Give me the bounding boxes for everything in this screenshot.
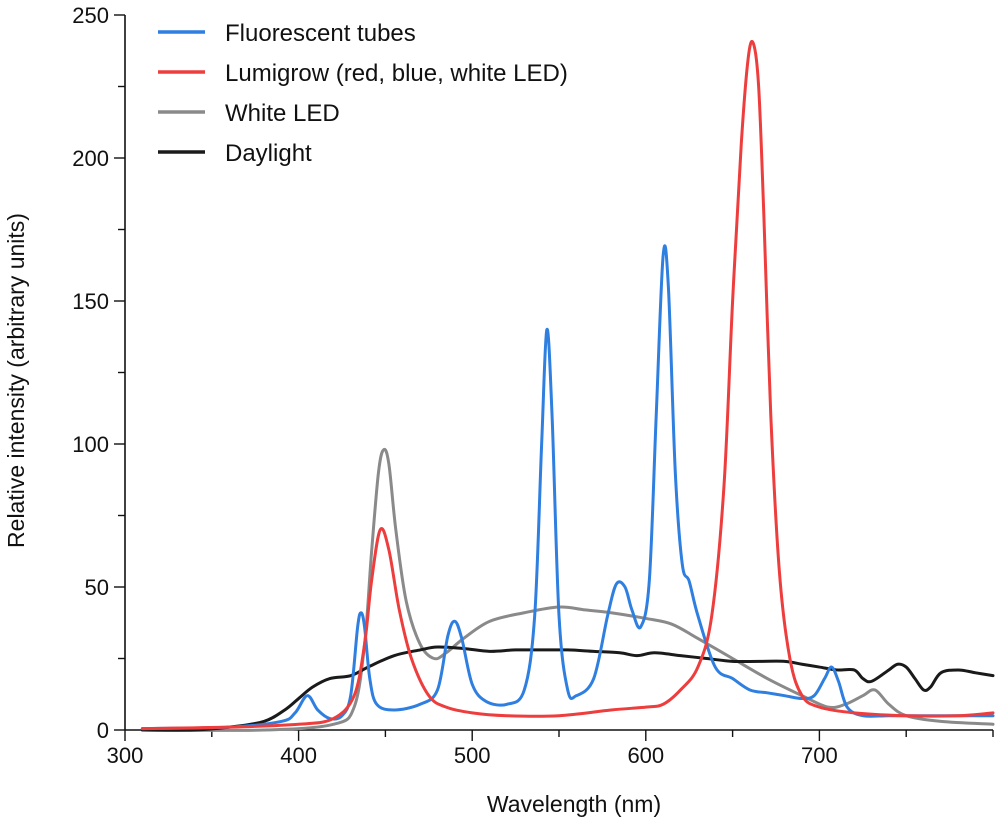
legend-label-daylight: Daylight <box>225 140 312 167</box>
x-ticks: 300 400 500 600 700 <box>107 730 994 768</box>
x-tick-label: 600 <box>627 743 664 768</box>
series-line-lumigrow-red-blue-white-led <box>140 39 995 731</box>
series-layer <box>140 39 995 732</box>
y-ticks: 0 50 100 150 200 250 <box>72 3 125 743</box>
series-line-white-led <box>140 447 995 732</box>
x-axis-label: Wavelength (nm) <box>487 791 661 817</box>
y-tick-label: 100 <box>72 432 109 457</box>
y-tick-label: 50 <box>85 575 109 600</box>
y-axis-label: Relative intensity (arbitrary units) <box>3 213 29 548</box>
legend-label-fluorescent-tubes: Fluorescent tubes <box>225 20 416 47</box>
y-tick-label: 0 <box>97 718 109 743</box>
series-line-daylight <box>140 645 995 732</box>
legend-label-lumigrow-red-blue-white-led: Lumigrow (red, blue, white LED) <box>225 60 568 87</box>
x-tick-label: 300 <box>107 743 144 768</box>
y-tick-label: 200 <box>72 146 109 171</box>
legend: Fluorescent tubes Lumigrow (red, blue, wh… <box>158 20 568 167</box>
x-tick-label: 400 <box>280 743 317 768</box>
y-tick-label: 250 <box>72 3 109 28</box>
legend-label-white-led: White LED <box>225 100 340 127</box>
x-tick-label: 700 <box>801 743 838 768</box>
x-tick-label: 500 <box>454 743 491 768</box>
y-tick-label: 150 <box>72 289 109 314</box>
axes: 300 400 500 600 700 0 50 100 150 200 250 <box>72 3 994 768</box>
series-line-fluorescent-tubes <box>140 244 995 731</box>
